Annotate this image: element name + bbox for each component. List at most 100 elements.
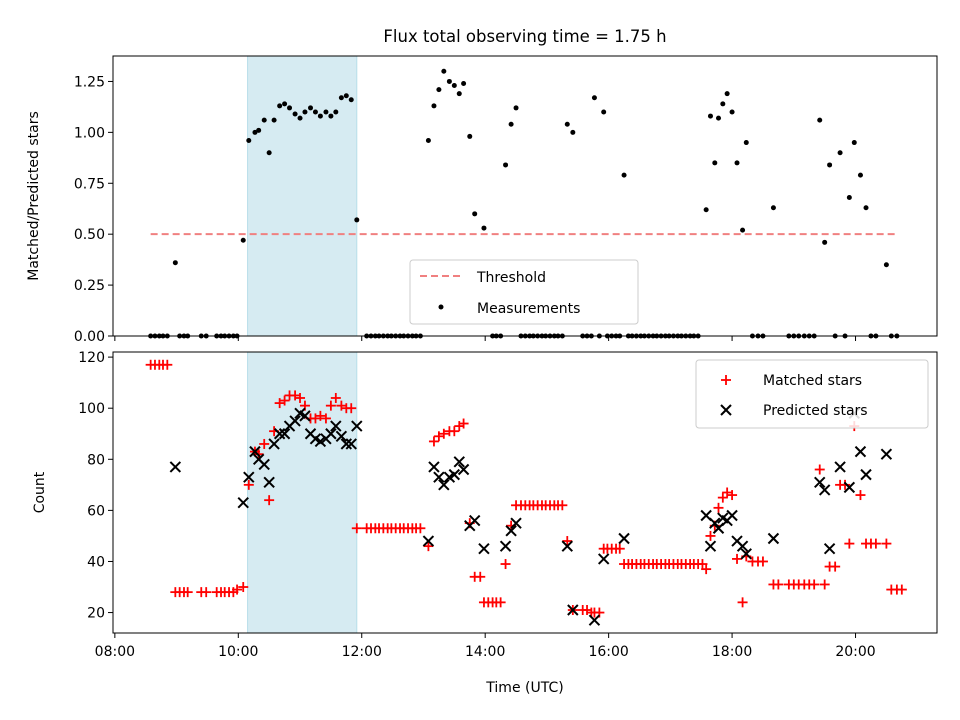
- bottom-ytick-label-1: 40: [87, 554, 105, 570]
- predicted-point-24: [422, 535, 435, 547]
- measurement-point-59: [451, 83, 457, 89]
- matched-point-152: [896, 584, 907, 595]
- measurement-point-87: [591, 95, 597, 101]
- matched-point-61: [458, 418, 469, 429]
- top-ytick-label-2: 0.50: [74, 227, 105, 243]
- bottom-highlight-band: [247, 351, 358, 634]
- bottom-ytick-label-2: 60: [87, 503, 105, 519]
- measurement-point-23: [271, 117, 277, 123]
- predicted-point-20: [335, 430, 348, 443]
- legend-matched-label: Matched stars: [763, 373, 862, 389]
- predicted-point-21: [340, 438, 353, 450]
- measurement-point-118: [724, 91, 730, 97]
- predicted-point-38: [561, 540, 573, 552]
- bottom-xtick-label-1: 10:00: [218, 644, 258, 660]
- predicted-point-56: [823, 542, 836, 555]
- matched-point-120: [717, 492, 728, 503]
- predicted-point-11: [289, 415, 301, 427]
- predicted-point-51: [736, 540, 749, 552]
- bottom-y-axis-ticks: 20 40 60 80 100 120: [78, 350, 113, 622]
- measurement-point-28: [297, 115, 303, 121]
- bottom-xtick-label-2: 12:00: [342, 644, 382, 660]
- matched-point-4: [162, 359, 173, 370]
- matched-point-70: [500, 559, 511, 570]
- predicted-point-2: [243, 471, 255, 483]
- measurement-point-113: [703, 207, 709, 213]
- legend-matched-marker: [721, 375, 731, 385]
- top-ytick-label-0: 0.00: [74, 329, 105, 345]
- measurement-point-32: [317, 113, 323, 119]
- measurement-point-54: [425, 138, 431, 144]
- legend-predicted-label: Predicted stars: [763, 403, 868, 419]
- predicted-point-30: [453, 456, 465, 468]
- top-ytick-label-1: 0.25: [74, 278, 105, 294]
- measurement-point-26: [287, 105, 293, 111]
- bottom-xtick-label-6: 20:00: [835, 644, 875, 660]
- bottom-xtick-label-0: 08:00: [95, 644, 135, 660]
- matched-stars-points: [145, 359, 907, 618]
- top-highlight-band: [247, 55, 358, 337]
- measurement-point-19: [252, 129, 258, 135]
- legend-threshold-label: Threshold: [476, 270, 546, 286]
- measurement-point-33: [323, 109, 329, 115]
- bottom-legend: Matched stars Predicted stars: [695, 359, 929, 429]
- bottom-panel: 20 40 60 80 100 120 08:00 10:00 12:00 14:00 16:00…: [32, 350, 938, 696]
- predicted-point-37: [510, 517, 522, 529]
- measurement-point-37: [343, 93, 349, 99]
- measurement-point-35: [333, 109, 339, 115]
- top-panel: 0.00 0.25 0.50 0.75 1.00 1.25 Flux total obse…: [26, 27, 938, 345]
- measurement-point-116: [716, 115, 722, 121]
- measurement-point-5: [172, 260, 178, 266]
- measurement-point-115: [712, 160, 718, 166]
- legend-matched-swatch: [721, 375, 731, 385]
- predicted-point-7: [268, 438, 280, 450]
- predicted-point-58: [843, 481, 856, 494]
- legend-predicted-swatch: [720, 404, 732, 416]
- predicted-point-5: [258, 458, 270, 471]
- top-y-axis-ticks: 0.00 0.25 0.50 0.75 1.00 1.25: [74, 74, 113, 345]
- measurement-point-89: [601, 109, 607, 115]
- top-ytick-label-5: 1.25: [74, 74, 105, 90]
- measurement-point-139: [846, 195, 852, 201]
- measurement-point-61: [461, 80, 467, 86]
- predicted-point-41: [597, 553, 610, 565]
- bottom-x-axis-label: Time (UTC): [485, 680, 563, 696]
- measurement-point-120: [734, 160, 740, 166]
- matched-point-35: [330, 392, 341, 403]
- measurement-point-39: [354, 217, 360, 223]
- measurement-point-34: [328, 113, 334, 119]
- bottom-legend-box: [695, 359, 929, 429]
- measurement-point-27: [292, 111, 298, 117]
- matched-point-84: [562, 536, 573, 547]
- measurement-point-24: [277, 103, 283, 109]
- predicted-point-54: [814, 476, 826, 488]
- measurement-point-70: [513, 105, 519, 111]
- predicted-point-34: [478, 542, 490, 555]
- measurement-point-64: [481, 225, 487, 231]
- measurement-point-58: [446, 78, 452, 84]
- matched-point-64: [475, 571, 486, 582]
- measurement-point-121: [740, 227, 746, 233]
- matched-point-53: [415, 523, 426, 534]
- measurement-point-62: [467, 133, 473, 139]
- measurement-point-36: [338, 95, 344, 101]
- measurement-point-63: [472, 211, 478, 217]
- bottom-ytick-label-4: 100: [78, 401, 105, 417]
- predicted-point-36: [505, 525, 517, 537]
- legend-predicted-marker: [720, 404, 732, 416]
- measurement-point-142: [863, 205, 869, 211]
- bottom-x-axis-ticks: 08:00 10:00 12:00 14:00 16:00 18:00 20:00: [95, 633, 876, 660]
- measurement-point-60: [456, 91, 462, 97]
- measurement-point-82: [564, 121, 570, 127]
- predicted-point-39: [567, 604, 579, 616]
- matched-point-136: [809, 579, 820, 590]
- top-legend: Threshold Measurements: [409, 259, 639, 325]
- measurement-point-38: [348, 97, 354, 103]
- top-chart-title: Flux total observing time = 1.75 h: [383, 27, 666, 46]
- bottom-xtick-label-3: 14:00: [465, 644, 505, 660]
- matched-point-56: [433, 431, 444, 442]
- matched-point-34: [325, 400, 336, 411]
- matched-point-130: [773, 579, 784, 590]
- bottom-xtick-label-5: 18:00: [712, 644, 752, 660]
- predicted-point-57: [834, 461, 846, 473]
